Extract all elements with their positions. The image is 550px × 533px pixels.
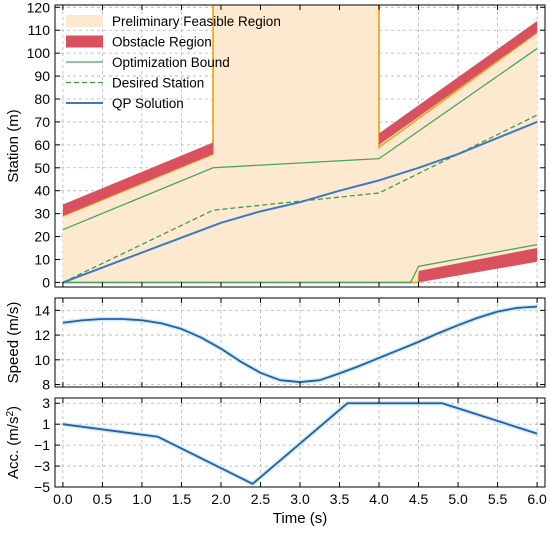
y-tick-label: 30	[34, 206, 50, 222]
legend-swatch-obstacle	[66, 35, 103, 48]
obstacle-region	[379, 21, 538, 145]
x-tick-label: 0.0	[53, 491, 73, 507]
y-tick-label: −5	[34, 479, 50, 495]
y-tick-label: 120	[27, 0, 51, 15]
y-tick-label: −3	[34, 458, 50, 474]
y-tick-label: 90	[34, 68, 50, 84]
y-tick-label: 110	[28, 22, 51, 38]
legend-label: Preliminary Feasible Region	[112, 14, 281, 29]
y-axis-label-part: )	[5, 406, 22, 411]
y-tick-label: 40	[34, 183, 50, 199]
acc-line	[62, 402, 538, 485]
y-tick-label: 50	[34, 160, 50, 176]
x-tick-label: 3.0	[290, 491, 310, 507]
y-tick-label: 14	[34, 302, 50, 318]
y-axis-label-part: Acc. (m/s	[5, 417, 22, 480]
preliminary-feasible-region	[62, 5, 538, 283]
y-tick-label: −1	[34, 437, 50, 453]
y-tick-label: 100	[27, 45, 51, 61]
y-tick-label: 1	[42, 416, 50, 432]
y-tick-label: 10	[34, 352, 50, 368]
legend-label: Desired Station	[112, 76, 204, 91]
acceleration-panel: 0.0 0.5 1.0 1.5 2.0 2.5 3.0 3.5 4.0 4.5 5.0 5.5 6.0 −…	[5, 395, 547, 527]
legend-swatch-feasible	[66, 15, 103, 27]
y-axis-label-superscript: 2	[5, 411, 16, 417]
y-tick-label: 8	[42, 377, 50, 393]
optimization-bound-line	[62, 243, 538, 284]
x-tick-label: 6.0	[527, 491, 547, 507]
x-tick-label: 4.0	[369, 491, 389, 507]
obstacle-region	[418, 248, 538, 283]
y-axis-label: Speed (m/s)	[5, 302, 22, 384]
qp-solution-line	[62, 121, 538, 284]
x-tick-label: 2.5	[251, 491, 271, 507]
x-tick-label: 3.5	[330, 491, 350, 507]
legend-label: Optimization Bound	[112, 55, 230, 70]
obstacle-region	[62, 142, 214, 216]
y-tick-label: 60	[34, 137, 50, 153]
y-tick-label: 3	[42, 395, 50, 411]
y-tick-label: 70	[34, 114, 50, 130]
y-tick-label: 10	[34, 251, 50, 267]
y-tick-label: 12	[34, 327, 50, 343]
x-tick-label: 2.0	[211, 491, 231, 507]
grid	[55, 298, 545, 387]
x-tick-label: 1.5	[172, 491, 192, 507]
legend: Preliminary Feasible Region Obstacle Regi…	[66, 14, 281, 111]
x-tick-label: 0.5	[93, 491, 113, 507]
y-tick-label: 0	[42, 274, 50, 290]
y-axis-label: Station (m)	[5, 109, 22, 182]
x-tick-label: 5.0	[448, 491, 468, 507]
optimization-bound-line	[62, 48, 538, 231]
station-panel: 0 10 20 30 40 50 60 70 80 90 100 110 120 Station (m) P…	[5, 0, 546, 290]
x-axis-label: Time (s)	[273, 510, 327, 527]
y-axis-label: Acc. (m/s2)	[5, 406, 22, 479]
desired-station-line	[62, 114, 538, 284]
y-tick-label: 20	[34, 229, 50, 245]
x-tick-label: 4.5	[409, 491, 429, 507]
legend-label: QP Solution	[112, 96, 184, 111]
plot-area	[62, 5, 538, 284]
y-tick-label: 80	[34, 91, 50, 107]
plot-area	[62, 400, 538, 487]
speed-panel: 8 10 12 14 Speed (m/s)	[5, 297, 546, 393]
legend-label: Obstacle Region	[112, 35, 212, 50]
x-tick-label: 1.0	[132, 491, 152, 507]
x-tick-label: 5.5	[488, 491, 508, 507]
